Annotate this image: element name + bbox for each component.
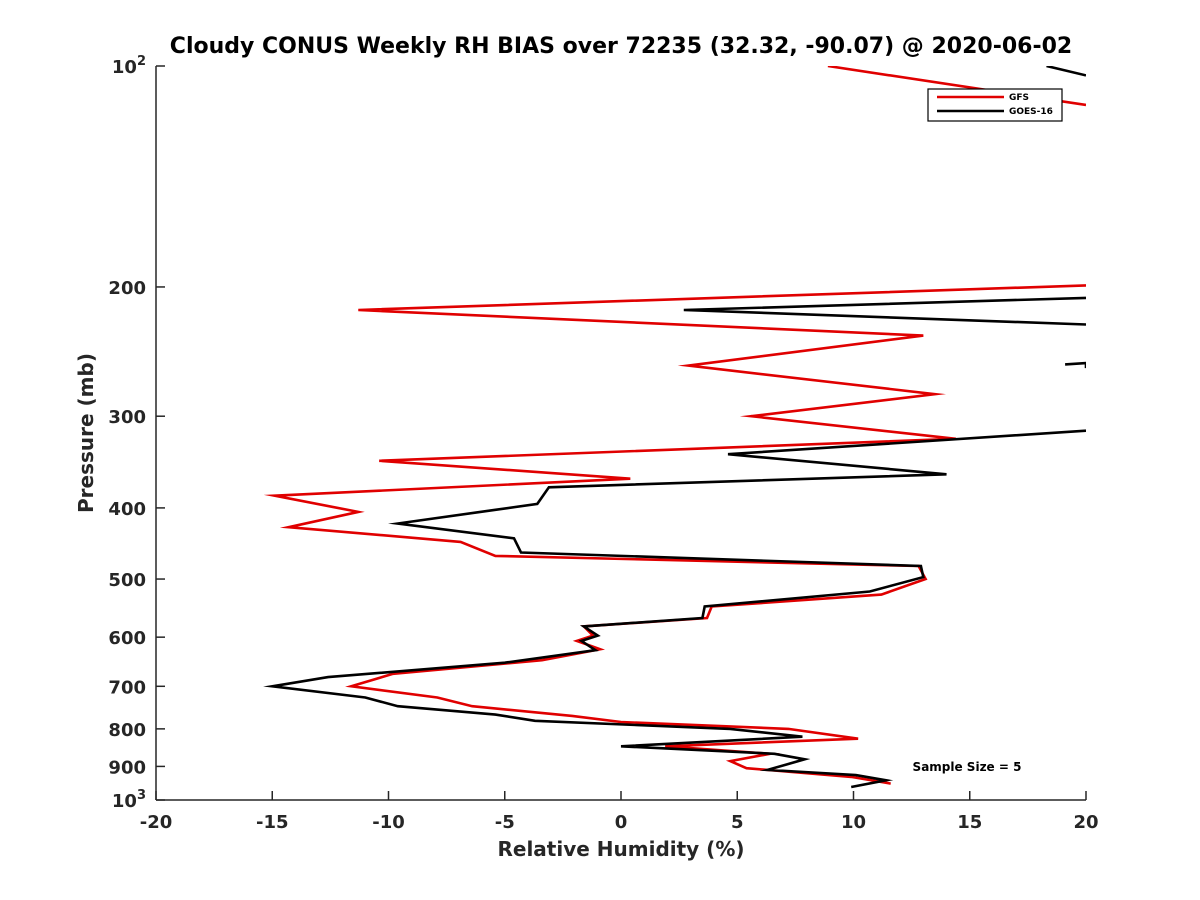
legend: GFS GOES-16	[927, 88, 1063, 122]
x-tick-label: -5	[495, 812, 515, 833]
y-tick-label: 600	[108, 628, 146, 649]
x-tick-label: 0	[615, 812, 628, 833]
series-line-goes-16-0	[1046, 66, 1086, 77]
x-tick-label: -15	[256, 812, 289, 833]
y-tick-label: 300	[108, 407, 146, 428]
chart-title: Cloudy CONUS Weekly RH BIAS over 72235 (…	[170, 34, 1072, 59]
sample-size-annotation: Sample Size = 5	[913, 760, 1022, 774]
y-axis-label: Pressure (mb)	[74, 353, 98, 513]
x-tick-label: -20	[140, 812, 173, 833]
legend-entry: GFS	[937, 93, 1029, 103]
y-tick-label: 900	[108, 757, 146, 778]
x-tick-label: 20	[1073, 812, 1098, 833]
legend-label: GFS	[1009, 93, 1029, 103]
x-ticks: -20 -15 -10 -5 0 5 10 15 20	[140, 791, 1099, 833]
y-tick-label: 102	[112, 54, 146, 78]
x-tick-label: 5	[731, 812, 744, 833]
x-axis-label: Relative Humidity (%)	[497, 837, 744, 861]
series-line-goes-16-1	[683, 296, 1086, 326]
series-goes-16	[263, 66, 1086, 789]
x-tick-label: 15	[957, 812, 982, 833]
y-tick-label: 103	[112, 788, 146, 812]
y-tick-label: 500	[108, 570, 146, 591]
x-tick-label: -10	[372, 812, 405, 833]
legend-box	[927, 88, 1063, 122]
series-line-goes-16-3	[263, 429, 1086, 789]
y-tick-label: 200	[108, 278, 146, 299]
y-tick-label: 700	[108, 677, 146, 698]
y-tick-label: 400	[108, 499, 146, 520]
y-tick-label: 800	[108, 720, 146, 741]
series-layer	[263, 66, 1086, 789]
legend-label: GOES-16	[1009, 107, 1053, 117]
plot-area	[156, 66, 1086, 800]
y-ticks: 102 200 300 400 500 600 700 800 900 103	[108, 54, 165, 812]
legend-entry: GOES-16	[937, 107, 1053, 117]
x-tick-label: 10	[841, 812, 866, 833]
series-line-goes-16-2	[1065, 361, 1086, 369]
